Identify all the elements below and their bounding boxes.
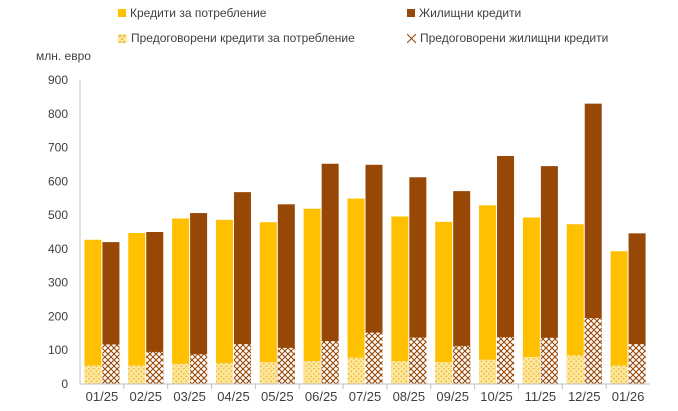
bar-housing-03/25 [190,213,208,384]
x-tick-label: 11/25 [525,389,557,404]
bar-housing-08/25 [409,177,427,384]
bar-consumer-01/25 [84,239,102,384]
bar-consumer-02/25 [128,233,146,384]
y-tick-label: 400 [48,242,68,256]
bar-housing-02/25 [146,232,164,384]
x-tick-label: 09/25 [436,389,469,404]
bar-renegotiated-consumer-04/25 [215,363,233,384]
bar-consumer-10/25 [479,205,497,384]
bar-renegotiated-housing-01/26 [628,344,646,384]
bar-consumer-03/25 [172,218,190,384]
bar-consumer-08/25 [391,216,409,384]
legend-label-consumer: Кредити за потребление [130,6,267,20]
y-tick-label: 300 [48,276,68,290]
bar-consumer-04/25 [215,219,233,384]
x-tick-label: 03/25 [173,389,206,404]
y-axis: 0 100 200 300 400 500 600 700 800 900 [48,73,81,391]
legend-label-renegotiated-housing: Предоговорени жилищни кредити [420,31,609,45]
y-axis-title: млн. евро [36,49,91,63]
y-tick-label: 800 [48,107,68,121]
bar-renegotiated-housing-10/25 [497,337,515,384]
bar-renegotiated-consumer-03/25 [172,363,190,384]
x-tick-label: 04/25 [217,389,250,404]
y-tick-label: 0 [61,377,68,391]
bar-housing-11/25 [540,166,558,384]
bar-consumer-05/25 [259,222,277,384]
bar-renegotiated-housing-04/25 [233,344,251,384]
bar-renegotiated-housing-12/25 [584,318,602,384]
bar-renegotiated-housing-11/25 [540,337,558,384]
bar-consumer-01/26 [610,251,628,384]
bar-renegotiated-housing-07/25 [365,332,383,384]
bar-renegotiated-consumer-12/25 [566,355,584,384]
x-tick-label: 06/25 [305,389,338,404]
legend-item-consumer: Кредити за потребление [118,6,266,20]
plot-area [84,103,646,385]
bar-renegotiated-consumer-01/25 [84,365,102,384]
bar-renegotiated-consumer-07/25 [347,357,365,384]
bar-renegotiated-consumer-05/25 [259,362,277,384]
bar-consumer-11/25 [522,217,540,384]
bar-consumer-07/25 [347,198,365,384]
bar-housing-07/25 [365,164,383,384]
y-tick-label: 700 [48,141,68,155]
bar-housing-06/25 [321,163,339,384]
x-tick-label: 02/25 [129,389,162,404]
legend-swatch-renegotiated-housing [407,33,416,43]
x-tick-label: 05/25 [261,389,294,404]
bar-consumer-09/25 [435,221,453,384]
x-tick-label: 12/25 [568,389,601,404]
bar-renegotiated-consumer-02/25 [128,365,146,384]
bar-housing-04/25 [233,192,251,384]
y-tick-label: 600 [48,174,68,188]
bar-housing-09/25 [453,191,471,384]
legend-label-renegotiated-consumer: Предоговорени кредити за потребление [131,31,355,45]
x-axis: 01/25 02/25 03/25 04/25 05/25 06/25 07/25 08/25… [86,384,645,404]
x-tick-label: 10/25 [480,389,513,404]
bar-renegotiated-housing-02/25 [146,351,164,384]
legend-item-renegotiated-consumer: Предоговорени кредити за потребление [118,31,355,45]
bar-renegotiated-consumer-10/25 [479,359,497,384]
bar-renegotiated-housing-01/25 [102,344,120,384]
bar-renegotiated-consumer-08/25 [391,361,409,384]
y-tick-label: 900 [48,73,68,87]
bar-consumer-06/25 [303,208,321,384]
y-tick-label: 500 [48,208,68,222]
bar-renegotiated-consumer-09/25 [435,362,453,384]
bar-renegotiated-consumer-11/25 [522,356,540,384]
bar-renegotiated-consumer-06/25 [303,361,321,384]
bar-renegotiated-housing-03/25 [190,354,208,384]
bar-housing-12/25 [584,103,602,385]
bar-housing-05/25 [277,204,295,384]
y-tick-label: 100 [48,343,68,357]
x-tick-label: 07/25 [349,389,382,404]
bar-renegotiated-housing-05/25 [277,347,295,384]
bar-renegotiated-housing-09/25 [453,345,471,384]
bar-renegotiated-housing-06/25 [321,341,339,384]
legend-swatch-consumer [118,9,126,17]
x-tick-label: 08/25 [393,389,426,404]
legend-label-housing: Жилищни кредити [419,6,522,20]
legend-swatch-renegotiated-consumer [118,33,127,43]
y-tick-label: 200 [48,309,68,323]
bar-renegotiated-consumer-01/26 [610,365,628,384]
bar-housing-10/25 [497,156,515,384]
bar-consumer-12/25 [566,224,584,384]
legend-item-housing: Жилищни кредити [407,6,521,20]
x-tick-label: 01/25 [86,389,119,404]
x-tick-label: 01/26 [612,389,645,404]
legend-swatch-housing [407,9,415,17]
legend-item-renegotiated-housing: Предоговорени жилищни кредити [407,31,608,45]
bar-renegotiated-housing-08/25 [409,337,427,384]
